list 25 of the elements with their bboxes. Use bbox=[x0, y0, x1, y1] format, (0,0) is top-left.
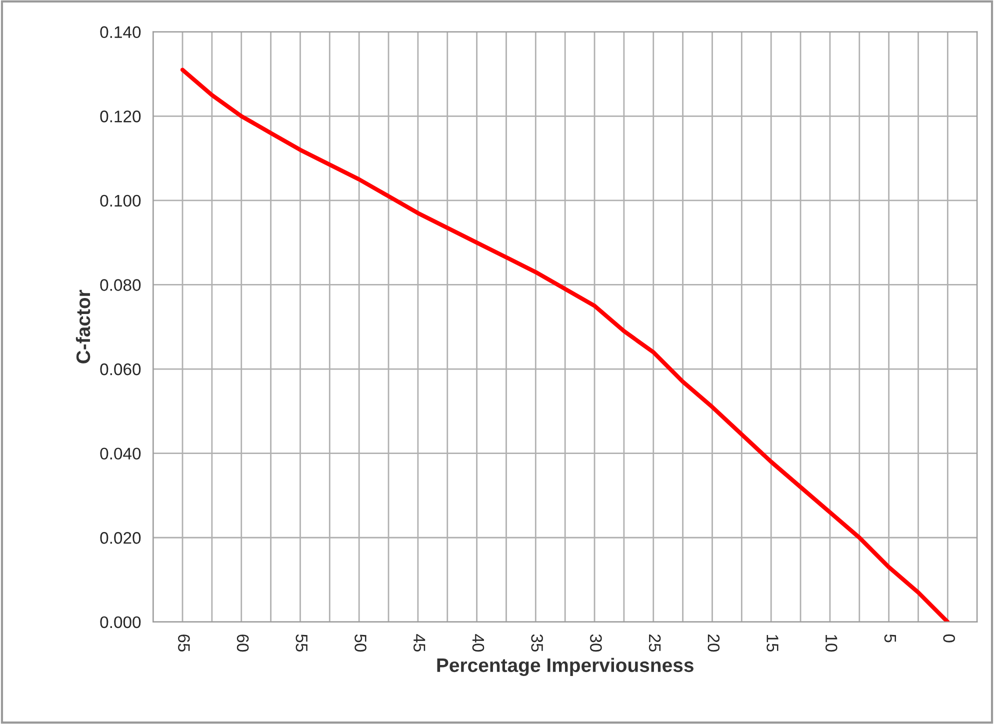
x-tick-label: 45 bbox=[413, 634, 426, 652]
x-tick-label: 15 bbox=[766, 634, 778, 652]
x-tick-label: 30 bbox=[590, 634, 602, 652]
x-tick-label: 65 bbox=[178, 634, 190, 652]
y-tick-label: 0.100 bbox=[100, 194, 141, 207]
x-tick-label: 55 bbox=[296, 634, 308, 652]
x-tick-label: 35 bbox=[531, 634, 543, 652]
y-tick-label: 0.080 bbox=[100, 279, 141, 291]
x-tick-label: 60 bbox=[236, 634, 249, 652]
line-series bbox=[180, 68, 950, 622]
y-tick-label: 0.020 bbox=[100, 532, 141, 544]
x-tick-label: 10 bbox=[825, 634, 838, 652]
y-axis-title: C-factor bbox=[76, 290, 90, 364]
x-tick-label: 40 bbox=[472, 634, 484, 652]
y-tick-label: 0.040 bbox=[100, 448, 141, 460]
y-tick-label: 0.120 bbox=[100, 110, 141, 122]
x-tick-label: 20 bbox=[708, 634, 720, 652]
y-tick-label: 0.140 bbox=[100, 26, 141, 38]
x-tick-label: 50 bbox=[354, 634, 366, 652]
x-tick-label: 25 bbox=[648, 634, 661, 652]
x-axis-title: Percentage Imperviousness bbox=[437, 658, 694, 676]
y-tick-label: 0.060 bbox=[100, 363, 141, 376]
y-tick-label: 0.000 bbox=[100, 616, 141, 628]
x-tick-label: 0 bbox=[943, 634, 955, 642]
x-tick-label: 5 bbox=[884, 634, 896, 642]
